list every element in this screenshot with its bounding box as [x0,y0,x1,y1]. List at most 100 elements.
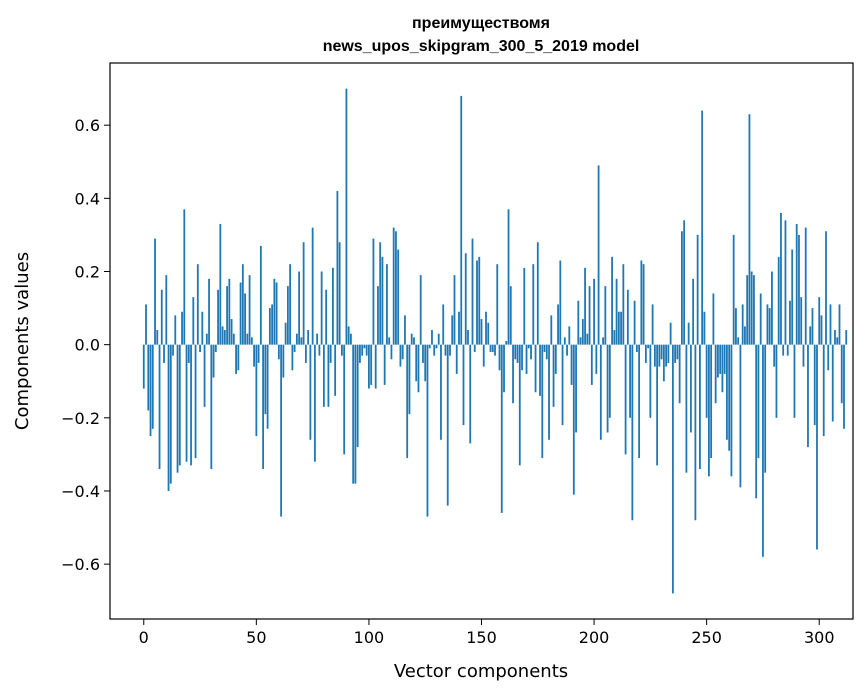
bar-281 [775,344,778,418]
bar-106 [381,256,384,345]
bar-234 [669,322,672,345]
bar-114 [399,344,402,367]
bar-73 [307,330,310,345]
bar-243 [689,344,692,433]
bar-127 [428,344,431,349]
bar-116 [404,315,406,345]
bar-93 [352,344,355,484]
bar-162 [507,209,510,345]
bar-284 [782,344,785,356]
bar-100 [368,344,370,389]
bar-9 [163,344,165,363]
bar-4 [151,344,154,429]
bar-23 [194,344,197,459]
bar-190 [570,344,573,385]
bar-157 [496,264,499,345]
bar-105 [379,242,382,345]
bar-174 [534,344,537,393]
bar-10 [165,275,168,345]
bar-150 [480,319,483,345]
bar-283 [780,212,782,345]
bar-66 [291,344,294,371]
bar-109 [388,337,391,345]
bar-19 [185,344,188,462]
bar-216 [629,344,631,418]
bar-264 [737,337,740,345]
bar-89 [343,344,346,455]
bar-69 [298,271,301,345]
bar-14 [174,315,177,345]
bar-59 [275,282,278,345]
bar-232 [665,344,668,367]
bar-167 [518,344,521,466]
bar-75 [311,227,314,345]
bar-152 [485,311,487,345]
bar-196 [584,267,586,345]
y-tick-label: −0.6 [61,555,100,574]
bar-32 [214,344,217,352]
bar-5 [154,238,156,345]
bar-231 [662,344,665,382]
bar-311 [843,344,845,429]
bar-177 [541,344,544,459]
bar-39 [230,319,233,345]
bar-235 [671,344,674,594]
bar-184 [557,304,559,345]
bar-97 [361,344,364,356]
bar-48 [250,337,253,345]
bar-8 [160,289,163,345]
bar-178 [543,344,546,352]
bar-43 [239,282,242,345]
bar-118 [408,344,411,415]
bar-214 [624,344,627,455]
x-axis-label: Vector components [394,661,568,682]
bar-272 [755,344,758,499]
bar-301 [820,315,823,345]
x-tick-label: 0 [139,628,149,647]
bar-203 [599,344,602,440]
bar-159 [500,344,503,513]
bar-179 [545,344,548,360]
bar-96 [359,344,361,363]
bar-253 [712,293,715,345]
bar-161 [505,341,508,345]
bar-6 [156,330,159,345]
y-tick-label: 0.4 [75,189,100,208]
bar-104 [377,286,379,345]
bar-173 [532,264,535,345]
bar-164 [512,344,514,404]
bar-126 [426,344,429,517]
bar-115 [401,344,404,360]
bar-305 [829,304,832,345]
bar-270 [750,271,753,345]
bar-287 [789,300,791,345]
bar-81 [325,289,328,345]
bar-222 [642,264,645,345]
bar-111 [392,227,395,345]
bar-239 [680,231,683,345]
bar-236 [674,344,677,363]
bar-67 [293,344,296,352]
bar-63 [284,322,287,345]
bar-185 [559,260,562,345]
bar-225 [649,344,652,418]
bar-205 [604,286,607,345]
y-tick-label: 0.0 [75,336,100,355]
bar-251 [708,344,710,477]
bar-35 [221,326,224,345]
bar-103 [374,344,377,389]
bar-54 [264,344,267,415]
bar-194 [579,337,582,345]
bar-210 [615,278,618,345]
bar-141 [460,95,463,345]
bar-0 [142,344,145,389]
bar-60 [277,344,280,360]
bar-298 [813,344,816,426]
bar-309 [838,304,841,345]
bar-238 [678,344,681,404]
bar-247 [699,344,701,470]
bar-135 [446,344,449,506]
chart-title-line-2: news_upos_skipgram_300_5_2019 model [323,38,640,55]
bar-285 [784,220,787,345]
bar-249 [703,311,706,345]
